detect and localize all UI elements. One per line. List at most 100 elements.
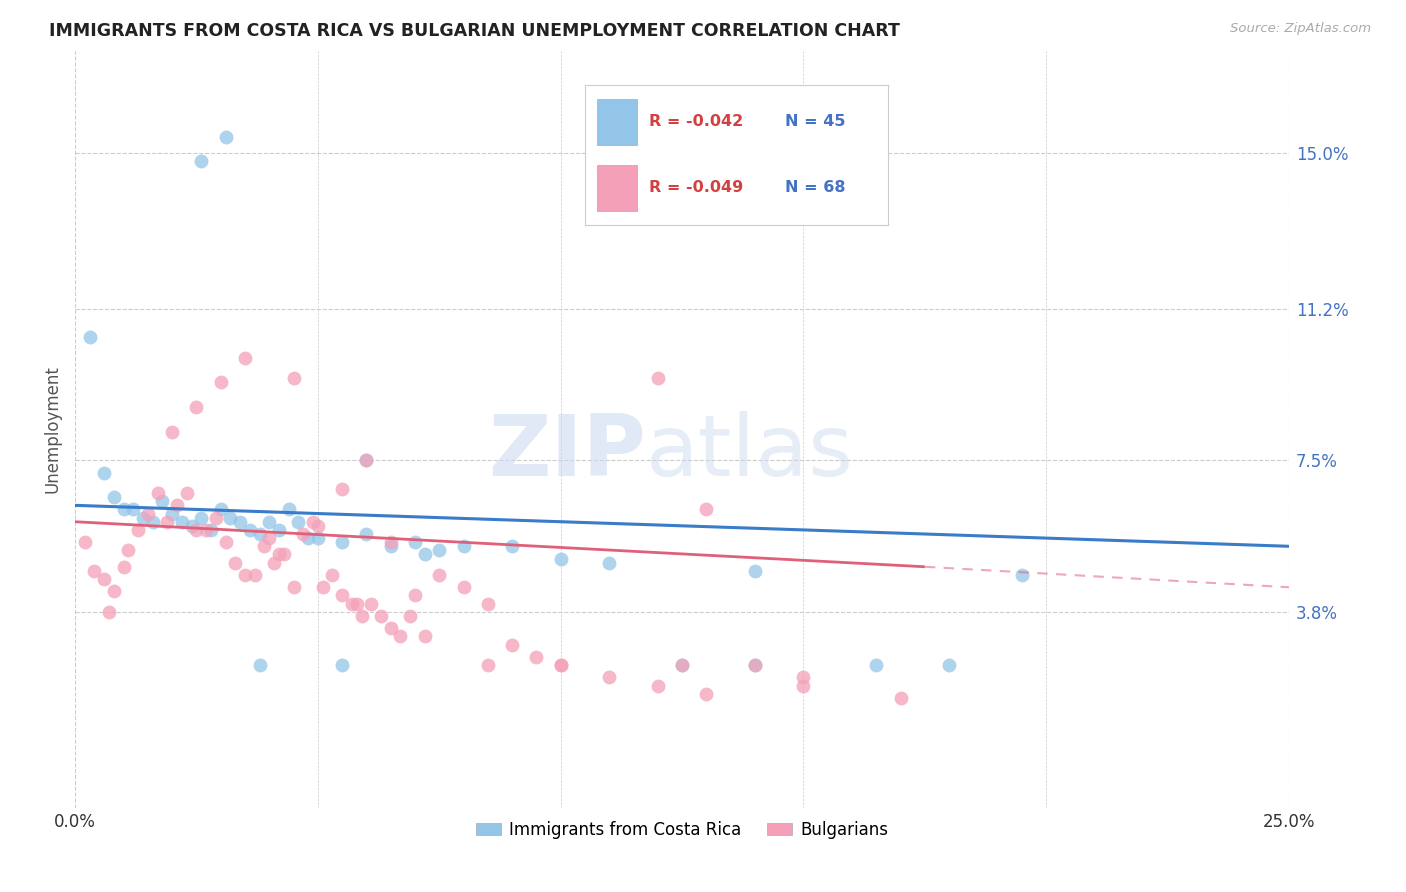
Point [330, 535, 353, 549]
Point [307, 531, 329, 545]
Point [195, 523, 218, 537]
Point [501, 539, 523, 553]
Point [477, 597, 499, 611]
Point [695, 687, 717, 701]
Point [259, 515, 281, 529]
Point [214, 129, 236, 144]
Point [671, 658, 693, 673]
Point [249, 658, 271, 673]
Y-axis label: Unemployment: Unemployment [44, 366, 60, 493]
Point [938, 658, 960, 673]
Point [112, 502, 135, 516]
Point [233, 351, 256, 365]
Point [356, 527, 378, 541]
Point [647, 679, 669, 693]
Point [340, 597, 363, 611]
Point [112, 559, 135, 574]
Point [190, 510, 212, 524]
Point [229, 515, 252, 529]
Point [233, 568, 256, 582]
Point [180, 518, 202, 533]
Point [370, 609, 392, 624]
Point [524, 649, 547, 664]
Point [93, 466, 115, 480]
Point [127, 523, 149, 537]
Point [671, 658, 693, 673]
Point [453, 580, 475, 594]
Legend: Immigrants from Costa Rica, Bulgarians: Immigrants from Costa Rica, Bulgarians [470, 814, 894, 846]
Point [160, 425, 183, 439]
Point [186, 523, 208, 537]
Point [253, 539, 276, 553]
Point [152, 494, 174, 508]
Point [330, 589, 353, 603]
Text: Source: ZipAtlas.com: Source: ZipAtlas.com [1230, 22, 1371, 36]
Point [166, 499, 188, 513]
Point [205, 510, 228, 524]
Point [427, 568, 450, 582]
Point [98, 605, 121, 619]
Point [132, 510, 155, 524]
Point [647, 371, 669, 385]
Point [73, 535, 96, 549]
Point [330, 482, 353, 496]
Point [346, 597, 368, 611]
Text: IMMIGRANTS FROM COSTA RICA VS BULGARIAN UNEMPLOYMENT CORRELATION CHART: IMMIGRANTS FROM COSTA RICA VS BULGARIAN … [49, 22, 900, 40]
Point [404, 535, 426, 549]
Point [297, 531, 319, 545]
Point [501, 638, 523, 652]
Point [292, 527, 315, 541]
Point [356, 453, 378, 467]
Point [302, 515, 325, 529]
Point [93, 572, 115, 586]
Point [146, 486, 169, 500]
Point [283, 580, 305, 594]
Point [156, 515, 179, 529]
Point [477, 658, 499, 673]
Point [214, 535, 236, 549]
Point [263, 556, 285, 570]
Point [550, 658, 572, 673]
Point [307, 518, 329, 533]
Point [287, 515, 309, 529]
Point [380, 621, 402, 635]
Point [239, 523, 262, 537]
Point [380, 539, 402, 553]
Point [283, 371, 305, 385]
Point [550, 658, 572, 673]
Point [224, 556, 246, 570]
Point [598, 670, 620, 684]
Point [1011, 568, 1033, 582]
Point [142, 515, 165, 529]
Point [312, 580, 335, 594]
Point [117, 543, 139, 558]
Point [103, 490, 125, 504]
Point [136, 507, 159, 521]
Point [389, 629, 412, 643]
Point [413, 548, 436, 562]
Point [404, 589, 426, 603]
Point [550, 551, 572, 566]
Point [79, 330, 101, 344]
Point [380, 535, 402, 549]
Point [267, 523, 290, 537]
Point [792, 670, 814, 684]
Point [243, 568, 266, 582]
Point [427, 543, 450, 558]
Text: ZIP: ZIP [488, 411, 645, 494]
Point [267, 548, 290, 562]
Point [350, 609, 373, 624]
Point [890, 690, 912, 705]
Point [453, 539, 475, 553]
Point [170, 515, 193, 529]
Text: atlas: atlas [645, 411, 853, 494]
Point [321, 568, 343, 582]
Point [792, 679, 814, 693]
Point [277, 502, 299, 516]
Point [744, 564, 766, 578]
Point [330, 658, 353, 673]
Point [744, 658, 766, 673]
Point [122, 502, 145, 516]
Point [83, 564, 105, 578]
Point [209, 376, 232, 390]
